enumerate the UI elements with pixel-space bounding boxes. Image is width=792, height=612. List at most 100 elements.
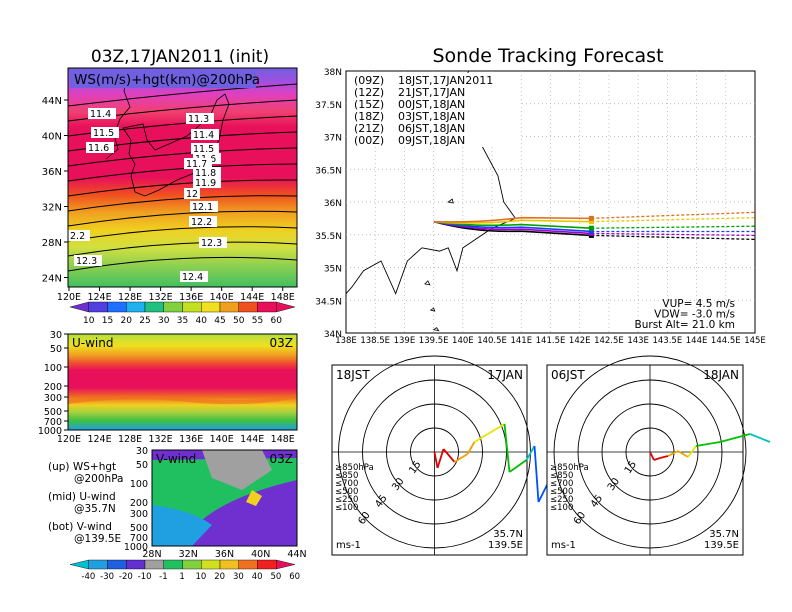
- ws-lon-label: 144E: [240, 292, 264, 303]
- v-wind-lat-label: 28N: [142, 549, 161, 560]
- legend-note-line2: @200hPa: [74, 473, 124, 485]
- ws-coastline: [122, 93, 230, 197]
- v-wind-time: 03Z: [270, 452, 294, 466]
- ws-contour-label: 11.9: [195, 178, 216, 189]
- ws-height-contour: [67, 195, 298, 212]
- track-landing-marker: [588, 215, 594, 221]
- hodograph-segment: [677, 450, 689, 458]
- ws-colorbar-cell: [276, 301, 296, 313]
- ws-contour-label: 12.1: [192, 202, 213, 213]
- ws-coastline-west: [105, 72, 131, 160]
- v-colorbar-cell: [201, 559, 221, 570]
- ws-colorbar-label: 45: [214, 316, 225, 326]
- track-param: Burst Alt= 21.0 km: [635, 319, 735, 331]
- u-wind-p-label: 200: [44, 382, 62, 393]
- v-colorbar-label: -20: [119, 572, 133, 582]
- track-legend-zone: (18Z): [354, 110, 384, 123]
- u-wind-lon-label: 148E: [271, 434, 295, 445]
- ws-contour-label-bg: [190, 201, 218, 212]
- track-lon-label: 140.5E: [477, 336, 507, 346]
- ws-contour-label-bg: [91, 127, 119, 138]
- v-wind-cyan: [152, 505, 212, 546]
- v-wind-lat-label: 40N: [251, 549, 270, 560]
- ws-height-contour: [67, 179, 298, 197]
- hodograph-ring: [601, 403, 699, 501]
- track-legend-zone: (12Z): [354, 86, 384, 99]
- hodograph-lon: 139.5E: [488, 540, 523, 551]
- v-colorbar-label: 20: [214, 572, 225, 582]
- v-colorbar-cell: [69, 559, 89, 570]
- v-colorbar-cell: [144, 559, 164, 570]
- ws-colorbar-cell: [219, 301, 239, 313]
- ws-colorbar-cell: [69, 301, 89, 313]
- ws-contour-label: 11.4: [193, 130, 214, 141]
- track-legend-zone: (15Z): [354, 98, 384, 111]
- ws-lon-label: 136E: [179, 292, 203, 303]
- hodograph-lat: 35.7N: [709, 529, 739, 540]
- v-colorbar-cell: [126, 559, 146, 570]
- track-lon-label: 144.5E: [711, 336, 741, 346]
- ws-height-contour: [67, 210, 298, 227]
- track-lat-label: 38N: [324, 68, 342, 78]
- track-landing-marker: [588, 225, 594, 231]
- track-lon-label: 141.5E: [536, 336, 566, 346]
- track-lat-label: 36.5N: [315, 166, 342, 176]
- track-lon-label: 138E: [335, 336, 357, 346]
- hodograph-level-label: ≤100: [335, 503, 358, 513]
- track-panel: (09Z) 18JST,17JAN2011 (12Z) 21JST,17JAN (15Z…: [315, 68, 766, 346]
- ws-contour-label: 11.6: [88, 143, 109, 154]
- hodograph-segment: [508, 459, 528, 473]
- u-wind-lon-label: 136E: [179, 434, 203, 445]
- track-line-dashed: [591, 232, 756, 237]
- track-line-dashed: [591, 225, 756, 229]
- ws-contour-label: 11.5: [93, 128, 114, 139]
- track-lat-label: 35.5N: [315, 232, 342, 242]
- u-wind-lon-label: 140E: [210, 434, 234, 445]
- hodograph-segment: [653, 457, 661, 461]
- ws-lat-label: 32N: [42, 203, 62, 214]
- v-colorbar-label: 10: [195, 572, 206, 582]
- track-lat-label: 34.5N: [315, 297, 342, 307]
- ws-contour-label-bg: [189, 216, 217, 227]
- hodograph-segment: [687, 445, 697, 458]
- v-wind-p-label: 50: [136, 460, 148, 471]
- legend-note-line2: @139.5E: [74, 533, 121, 545]
- legend-note-line1: (up) WS+hgt: [48, 461, 116, 473]
- track-lat-label: 34N: [324, 330, 342, 340]
- ws-lon-label: 140E: [210, 292, 234, 303]
- ws-contour-label-bg: [191, 143, 219, 154]
- hodograph-level-label: ≥850hPa: [550, 463, 589, 473]
- track-line: [433, 216, 592, 223]
- track-lon-label: 141E: [510, 336, 532, 346]
- hodograph-lat: 35.7N: [493, 529, 523, 540]
- ws-lat-label: 24N: [42, 274, 62, 285]
- track-legend-time: 09JST,18JAN: [398, 134, 465, 147]
- ws-contour-label: 12.4: [182, 272, 203, 283]
- track-legend-bg: [349, 73, 519, 147]
- hodograph-segment: [533, 445, 540, 503]
- u-wind-p-label: 700: [44, 417, 62, 428]
- ws-height-contour: [67, 226, 298, 242]
- v-colorbar-label: -30: [100, 572, 114, 582]
- track-legend-zone: (00Z): [354, 134, 384, 147]
- ws-map-panel: 11.411.311.511.411.611.511.611.711.811.9…: [42, 67, 298, 326]
- ws-lon-label: 148E: [271, 292, 295, 303]
- u-wind-frame: [67, 333, 298, 431]
- u-wind-band: [67, 394, 298, 405]
- hodograph-segment: [749, 433, 771, 443]
- hodograph-level-label: ≤850: [335, 471, 358, 481]
- hodograph-ring: [410, 427, 459, 477]
- hodograph-date: 17JAN: [487, 368, 523, 382]
- ws-label-bg: [70, 70, 256, 88]
- track-legend-time: 21JST,17JAN: [398, 86, 465, 99]
- track-legend-zone: (21Z): [354, 122, 384, 135]
- ws-contour-label-bg: [191, 129, 219, 140]
- hodograph-ring: [362, 379, 507, 525]
- ws-contour-label: 11.4: [90, 109, 111, 120]
- v-colorbar-cell: [276, 559, 296, 570]
- v-colorbar-label: -1: [159, 572, 167, 582]
- ws-colorbar-cell: [201, 301, 221, 313]
- hodograph-unit: ms-1: [336, 540, 361, 551]
